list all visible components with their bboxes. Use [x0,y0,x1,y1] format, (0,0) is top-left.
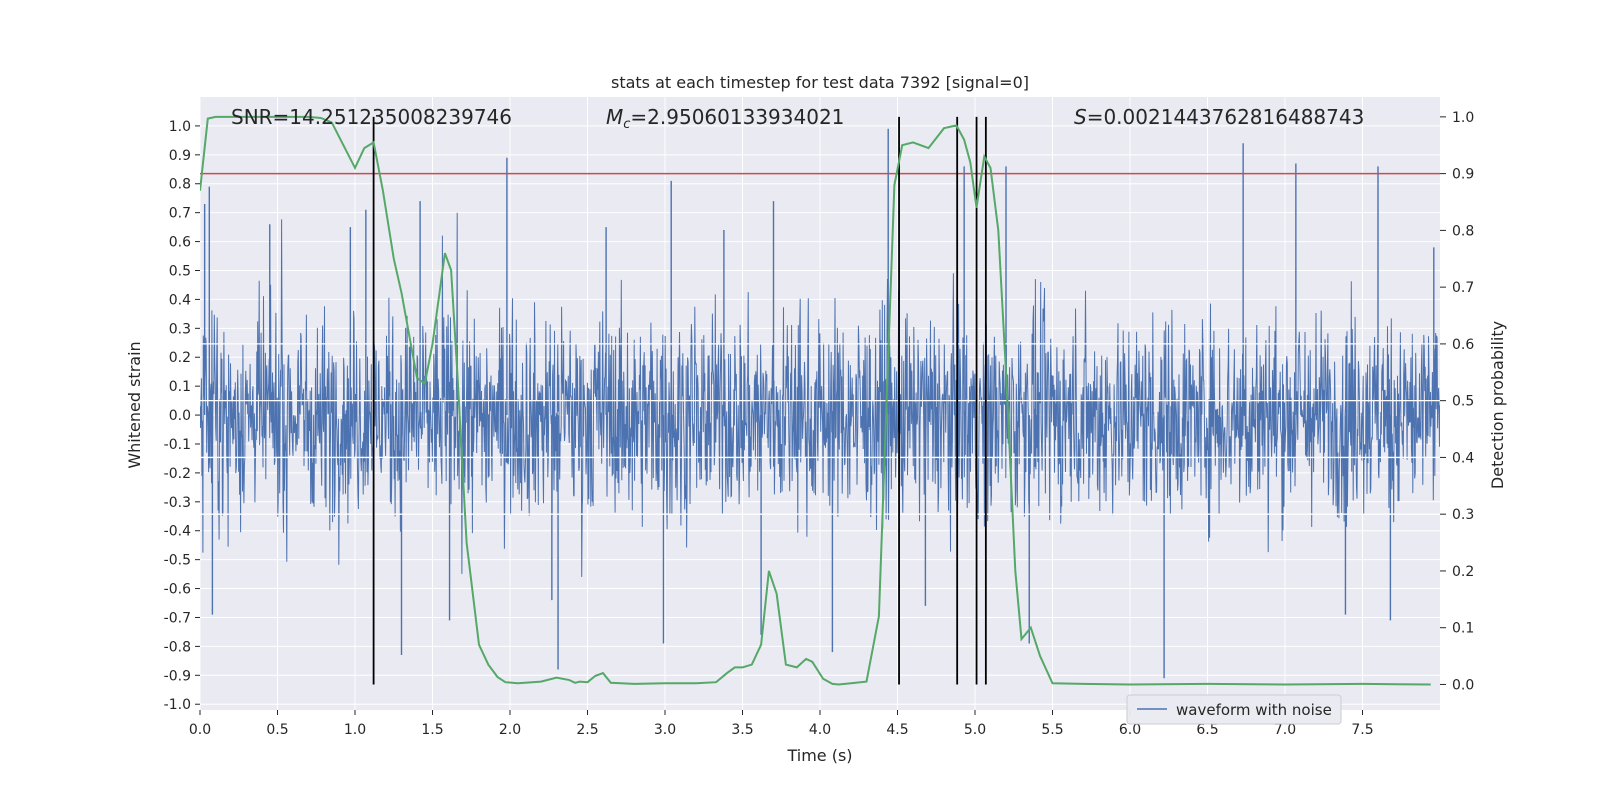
y-left-tick-label: -0.6 [164,582,191,598]
y-right-tick-label: 0.2 [1452,564,1474,580]
x-tick-label: 6.0 [1119,722,1141,738]
mc-value: =2.95060133934021 [630,105,844,129]
y-left-tick-label: 0.2 [169,350,191,366]
waveform-series-line [200,212,1440,577]
y-right-tick-label: 0.9 [1452,167,1474,183]
y-right-tick-layer: 1.0 0.9 0.8 0.7 0.6 0.5 0.4 0.3 0.2 0.1 0.0 [1440,110,1474,693]
y-right-tick-label: 0.5 [1452,394,1474,410]
y-left-tick-label: 0.6 [169,235,191,251]
x-tick-label: 7.0 [1274,722,1296,738]
legend-label: waveform with noise [1176,701,1332,719]
x-tick-label: 4.5 [886,722,908,738]
x-tick-label: 2.0 [499,722,521,738]
y-left-tick-label: -0.1 [164,437,191,453]
y-right-tick-label: 0.3 [1452,507,1474,523]
x-tick-label: 1.5 [421,722,443,738]
legend-box [1126,694,1342,725]
y-left-tick-label: -0.4 [164,524,191,540]
s-annotation: S=0.0021443762816488743 [1074,105,1364,129]
y-right-tick-label: 1.0 [1452,110,1474,126]
y-left-tick-label: -0.7 [164,610,191,626]
y-left-tick-label: 0.3 [169,321,191,337]
x-tick-label: 1.0 [344,722,366,738]
y-right-axis-label: Detection probability [1488,321,1507,489]
x-tick-label: 0.0 [189,722,211,738]
y-right-tick-label: 0.6 [1452,337,1474,353]
y-right-tick-label: 0.4 [1452,450,1474,466]
x-tick-label: 5.5 [1041,722,1063,738]
vertical-marker-layer [372,116,987,685]
y-left-tick-label: 0.0 [169,408,191,424]
s-symbol: S [1074,105,1087,129]
x-axis-label: Time (s) [786,746,852,765]
x-tick-label: 3.5 [731,722,753,738]
y-left-tick-label: 0.7 [169,206,191,222]
y-left-tick-label: 1.0 [169,119,191,135]
x-tick-label: 2.5 [576,722,598,738]
mc-symbol: M [606,105,623,129]
y-right-tick-label: 0.1 [1452,621,1474,637]
chart-title: stats at each timestep for test data 739… [611,73,1029,92]
y-left-tick-label: 0.5 [169,263,191,279]
y-left-tick-layer: 1.0 0.9 0.8 0.7 0.6 0.5 0.4 0.3 0.2 0.1 0.0 -0.1 -0.… [164,119,200,713]
y-left-axis-label: Whitened strain [125,341,144,468]
y-left-tick-label: 0.8 [169,177,191,193]
detection-probability-line [200,115,1431,686]
y-left-tick-label: 0.9 [169,148,191,164]
legend: waveform with noise [1126,694,1342,725]
y-right-tick-label: 0.7 [1452,280,1474,296]
x-tick-label: 6.5 [1196,722,1218,738]
y-left-tick-label: -0.9 [164,668,191,684]
y-left-tick-label: -0.2 [164,466,191,482]
x-tick-label: 5.0 [964,722,986,738]
x-tick-label: 0.5 [266,722,288,738]
y-left-tick-label: -0.8 [164,639,191,655]
x-tick-label: 4.0 [809,722,831,738]
s-value: =0.0021443762816488743 [1087,105,1365,129]
snr-annotation: SNR=14.251235008239746 [231,105,512,129]
y-right-tick-label: 0.8 [1452,223,1474,239]
x-tick-label: 3.0 [654,722,676,738]
y-left-tick-label: 0.4 [169,292,191,308]
y-left-tick-label: -0.3 [164,495,191,511]
mc-subscript: c [623,117,630,132]
x-tick-layer: 0.0 0.5 1.0 1.5 2.0 2.5 3.0 3.5 4.0 4.5 5.0 5.5 6.0 6… [189,710,1374,738]
y-right-tick-label: 0.0 [1452,677,1474,693]
y-left-tick-label: 0.1 [169,379,191,395]
x-tick-label: 7.5 [1351,722,1373,738]
mc-annotation: Mc=2.95060133934021 [606,105,844,132]
y-left-tick-label: -0.5 [164,553,191,569]
y-left-tick-label: -1.0 [164,697,191,713]
grid-front-layer [200,343,1440,515]
